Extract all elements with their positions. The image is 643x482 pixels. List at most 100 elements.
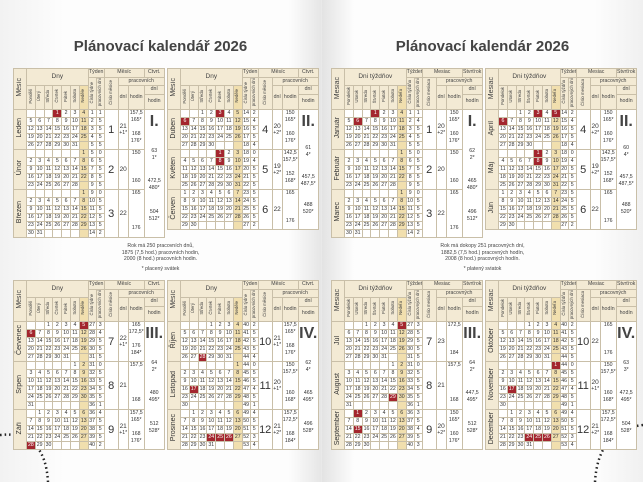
day-cell[interactable]: 14 bbox=[232, 197, 243, 206]
day-cell[interactable]: 16 bbox=[206, 125, 217, 134]
day-cell[interactable]: 11 bbox=[69, 329, 80, 338]
day-cell[interactable]: 19 bbox=[524, 385, 535, 394]
day-cell[interactable]: 30 bbox=[524, 141, 535, 150]
day-cell[interactable]: 28 bbox=[506, 141, 517, 150]
day-cell[interactable]: 31 bbox=[61, 353, 71, 362]
day-cell[interactable]: 14 bbox=[26, 425, 36, 434]
day-cell[interactable]: 2 bbox=[379, 109, 389, 118]
day-cell[interactable]: 24 bbox=[541, 345, 552, 354]
day-cell[interactable]: 7 bbox=[61, 369, 71, 378]
day-cell[interactable]: 13 bbox=[232, 417, 243, 426]
day-cell[interactable]: 24 bbox=[515, 213, 526, 222]
day-cell[interactable]: 6 bbox=[352, 117, 363, 126]
day-cell[interactable]: 22 bbox=[78, 213, 89, 222]
day-cell[interactable]: 12 bbox=[206, 377, 217, 386]
day-cell[interactable]: 27 bbox=[78, 433, 89, 442]
day-cell[interactable]: 2 bbox=[43, 409, 54, 418]
day-cell[interactable]: 9 bbox=[223, 157, 234, 166]
day-cell[interactable]: 15 bbox=[498, 205, 508, 214]
day-cell[interactable]: 21 bbox=[232, 205, 243, 214]
day-cell[interactable]: 27 bbox=[223, 213, 234, 222]
day-cell[interactable]: 16 bbox=[524, 125, 535, 134]
day-cell[interactable]: 31 bbox=[379, 353, 389, 362]
day-cell[interactable]: 12 bbox=[550, 117, 561, 126]
day-cell[interactable]: 11 bbox=[550, 329, 561, 338]
day-cell[interactable]: 17 bbox=[52, 425, 63, 434]
day-cell[interactable]: 13 bbox=[396, 417, 407, 426]
day-cell[interactable]: 1 bbox=[215, 149, 225, 158]
day-cell[interactable]: 5 bbox=[344, 117, 354, 126]
day-cell[interactable]: 4 bbox=[361, 157, 372, 166]
day-cell[interactable]: 15 bbox=[69, 377, 80, 386]
day-cell[interactable]: 9 bbox=[344, 165, 354, 174]
day-cell[interactable]: 23 bbox=[52, 345, 63, 354]
day-cell[interactable]: 22 bbox=[524, 345, 535, 354]
day-cell[interactable]: 8 bbox=[34, 417, 45, 426]
day-cell[interactable]: 15 bbox=[215, 165, 225, 174]
day-cell[interactable]: 22 bbox=[215, 173, 225, 182]
day-cell[interactable]: 27 bbox=[232, 433, 243, 442]
day-cell[interactable]: 24 bbox=[223, 345, 234, 354]
day-cell[interactable]: 3 bbox=[34, 157, 45, 166]
day-cell[interactable]: 28 bbox=[361, 141, 372, 150]
day-cell[interactable]: 23 bbox=[524, 133, 535, 142]
day-cell[interactable]: 30 bbox=[78, 393, 89, 402]
day-cell[interactable]: 5 bbox=[180, 329, 190, 338]
day-cell[interactable]: 10 bbox=[69, 117, 80, 126]
day-cell[interactable]: 21 bbox=[43, 133, 54, 142]
day-cell[interactable]: 20 bbox=[61, 173, 71, 182]
day-cell[interactable]: 22 bbox=[506, 433, 517, 442]
day-cell[interactable]: 6 bbox=[506, 329, 517, 338]
day-cell[interactable]: 27 bbox=[533, 393, 543, 402]
day-cell[interactable]: 18 bbox=[498, 173, 508, 182]
day-cell[interactable]: 26 bbox=[52, 181, 63, 190]
day-cell[interactable]: 15 bbox=[78, 205, 89, 214]
day-cell[interactable]: 25 bbox=[361, 181, 372, 190]
day-cell[interactable]: 6 bbox=[541, 189, 552, 198]
day-cell[interactable]: 27 bbox=[370, 393, 381, 402]
day-cell[interactable]: 10 bbox=[52, 417, 63, 426]
day-cell[interactable]: 15 bbox=[352, 425, 363, 434]
day-cell[interactable]: 26 bbox=[370, 181, 381, 190]
day-cell[interactable]: 18 bbox=[379, 425, 389, 434]
day-cell[interactable]: 4 bbox=[232, 321, 243, 330]
day-cell[interactable]: 7 bbox=[361, 117, 372, 126]
day-cell[interactable]: 2 bbox=[524, 109, 535, 118]
day-cell[interactable]: 7 bbox=[232, 189, 243, 198]
day-cell[interactable]: 9 bbox=[506, 197, 517, 206]
day-cell[interactable]: 5 bbox=[550, 109, 561, 118]
day-cell[interactable]: 4 bbox=[524, 189, 535, 198]
day-cell[interactable]: 8 bbox=[188, 417, 199, 426]
day-cell[interactable]: 29 bbox=[206, 353, 217, 362]
day-cell[interactable]: 5 bbox=[188, 157, 199, 166]
day-cell[interactable]: 8 bbox=[52, 117, 63, 126]
day-cell[interactable]: 16 bbox=[188, 205, 199, 214]
day-cell[interactable]: 6 bbox=[223, 189, 234, 198]
day-cell[interactable]: 13 bbox=[498, 125, 508, 134]
day-cell[interactable]: 19 bbox=[506, 173, 517, 182]
day-cell[interactable]: 1 bbox=[396, 149, 407, 158]
day-cell[interactable]: 15 bbox=[524, 337, 535, 346]
day-cell[interactable]: 8 bbox=[206, 329, 217, 338]
day-cell[interactable]: 17 bbox=[34, 213, 45, 222]
day-cell[interactable]: 2 bbox=[61, 109, 71, 118]
day-cell[interactable]: 24 bbox=[26, 393, 36, 402]
day-cell[interactable]: 20 bbox=[188, 345, 199, 354]
day-cell[interactable]: 8 bbox=[524, 329, 535, 338]
day-cell[interactable]: 23 bbox=[78, 385, 89, 394]
day-cell[interactable]: 27 bbox=[541, 213, 552, 222]
day-cell[interactable]: 19 bbox=[180, 345, 190, 354]
day-cell[interactable]: 17 bbox=[197, 205, 208, 214]
day-cell[interactable]: 25 bbox=[379, 433, 389, 442]
day-cell[interactable]: 28 bbox=[524, 181, 535, 190]
day-cell[interactable]: 26 bbox=[26, 141, 36, 150]
day-cell[interactable]: 1 bbox=[206, 321, 217, 330]
day-cell[interactable]: 7 bbox=[69, 157, 80, 166]
day-cell[interactable]: 29 bbox=[78, 221, 89, 230]
day-cell[interactable]: 31 bbox=[344, 401, 354, 410]
day-cell[interactable]: 7 bbox=[379, 369, 389, 378]
day-cell[interactable]: 29 bbox=[533, 181, 543, 190]
day-cell[interactable]: 7 bbox=[34, 329, 45, 338]
day-cell[interactable]: 14 bbox=[197, 337, 208, 346]
day-cell[interactable]: 14 bbox=[61, 377, 71, 386]
